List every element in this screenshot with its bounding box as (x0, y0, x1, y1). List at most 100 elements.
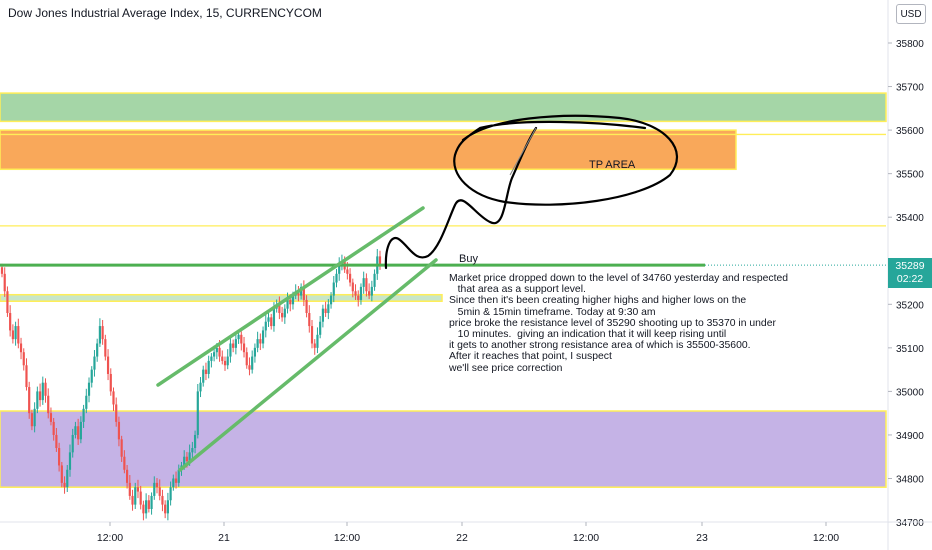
candle-body (210, 356, 213, 361)
candle-body (286, 299, 289, 309)
y-tick-label: 35000 (896, 387, 924, 398)
x-tick-label: 12:00 (97, 532, 123, 544)
candle-body (139, 491, 142, 505)
candle-body (6, 291, 9, 314)
y-tick-label: 35700 (896, 83, 924, 94)
candle-body (199, 382, 202, 392)
candle-body (33, 408, 36, 427)
x-tick-label: 21 (218, 532, 230, 544)
candle-body (193, 434, 197, 449)
candle-body (245, 352, 248, 366)
candles (0, 248, 382, 521)
candle-body (373, 273, 376, 287)
candle-body (305, 299, 308, 314)
candle-body (150, 495, 153, 509)
y-tick-label: 35500 (896, 170, 924, 181)
tp-zone (0, 129, 737, 171)
candle-body (0, 267, 4, 274)
y-tick-label: 35800 (896, 39, 924, 50)
y-tick-label: 35400 (896, 213, 924, 224)
candle-body (267, 317, 270, 322)
candle-body (104, 339, 107, 357)
candle-body (365, 278, 368, 292)
y-tick-label: 35200 (896, 300, 924, 311)
candle-body (109, 373, 112, 392)
channel-lower-line (178, 258, 438, 472)
candle-body (115, 404, 118, 422)
candle-body (44, 382, 47, 396)
candle-body (253, 347, 257, 357)
candle-body (155, 482, 159, 488)
current-price: 35289 (895, 260, 925, 272)
candle-body (136, 487, 140, 492)
candle-body (177, 469, 180, 483)
candle-body (357, 295, 360, 300)
candle-body (55, 434, 58, 449)
candle-body (166, 500, 169, 514)
candle-body (329, 295, 333, 305)
candle-body (101, 326, 104, 340)
candle-body (354, 291, 357, 296)
candle-body (215, 347, 218, 353)
price-zones (0, 92, 887, 488)
projection-thin-line (509, 127, 537, 176)
buy-label: Buy (459, 253, 478, 265)
candle-body (313, 343, 316, 348)
candle-body (145, 500, 148, 514)
candle-body (49, 413, 53, 422)
candle-body (25, 365, 28, 388)
candle-body (223, 360, 227, 366)
candle-body (291, 295, 295, 305)
candle-body (237, 334, 240, 340)
candle-body (335, 273, 338, 283)
candle-body (283, 308, 286, 318)
candle-body (3, 273, 6, 292)
candle-body (14, 326, 17, 340)
candle-body (324, 308, 327, 314)
currency-button[interactable]: USD (896, 4, 926, 24)
candle-body (196, 391, 199, 435)
candle-body (264, 321, 267, 331)
candle-body (207, 360, 210, 374)
resistance-zone (0, 92, 887, 123)
candle-body (346, 269, 349, 274)
candle-body (36, 391, 39, 409)
tp-circle (453, 114, 678, 206)
candle-body (172, 478, 175, 488)
candle-body (281, 313, 284, 318)
candle-body (278, 304, 281, 314)
candle-body (348, 273, 352, 283)
candle-body (30, 413, 34, 427)
candle-body (128, 482, 131, 496)
candle-body (117, 421, 121, 440)
candle-body (319, 321, 322, 335)
projected-path (384, 126, 538, 270)
candle-body (213, 352, 216, 357)
candle-body (251, 356, 254, 370)
candle-body (158, 487, 161, 496)
candle-body (66, 469, 69, 488)
candle-body (38, 391, 42, 401)
candle-body (63, 482, 66, 488)
candle-body (226, 356, 229, 366)
candle-body (308, 313, 311, 327)
candle-body (248, 365, 251, 370)
candle-body (378, 256, 382, 266)
candle-body (93, 356, 96, 370)
candle-body (123, 456, 126, 470)
candle-body (351, 282, 354, 292)
candle-body (218, 347, 221, 357)
candle-body (17, 326, 20, 344)
candle-body (242, 343, 246, 353)
candle-body (112, 391, 115, 405)
support-zone (0, 410, 887, 488)
candle-body (120, 439, 123, 457)
candle-body (153, 482, 156, 496)
candle-body (131, 495, 134, 505)
candle-body (370, 286, 373, 296)
candle-body (362, 278, 365, 287)
x-tick-label: 12:00 (334, 532, 360, 544)
candle-body (161, 495, 164, 505)
y-tick-label: 35100 (896, 344, 924, 355)
candle-body (82, 408, 85, 422)
